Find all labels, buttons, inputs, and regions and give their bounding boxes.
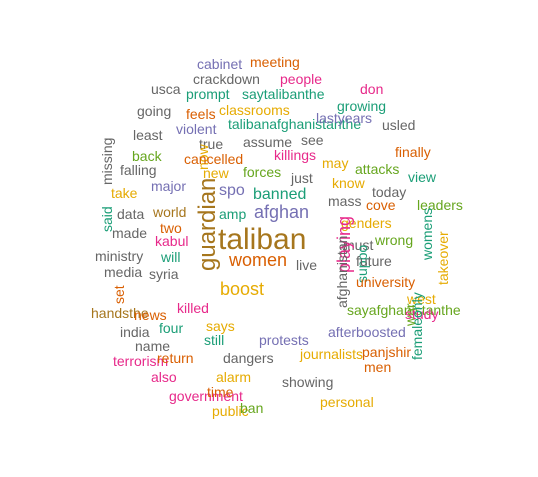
word-future: future (356, 253, 392, 269)
word-handsthe: handsthe (91, 305, 149, 321)
word-assume: assume (243, 134, 293, 150)
word-protests: protests (259, 332, 309, 348)
word-study: study (405, 306, 439, 322)
word-sayafghanistanthe: sayafghanistanthe (347, 302, 461, 318)
word-alarm: alarm (216, 369, 252, 385)
word-syria: syria (149, 266, 179, 282)
word-cabinet: cabinet (197, 56, 243, 72)
word-news: news (134, 307, 167, 323)
word-panjshir: panjshir (362, 344, 412, 360)
word-may: may (322, 155, 349, 171)
word-womens: womens (419, 207, 435, 260)
word-genders: genders (341, 215, 392, 231)
word-finally: finally (395, 144, 431, 160)
word-says: says (206, 318, 235, 334)
word-university: university (356, 274, 416, 290)
word-live: live (296, 257, 318, 273)
word-killed: killed (177, 300, 209, 316)
word-men: men (364, 359, 392, 375)
word-boost: boost (220, 279, 265, 299)
word-terrorism: terrorism (113, 353, 169, 369)
word-back: back (132, 148, 162, 164)
word-ministry: ministry (95, 248, 144, 264)
word-dangers: dangers (223, 350, 274, 366)
word-today: today (372, 184, 407, 200)
word-west: west (407, 291, 436, 307)
word-missing: missing (99, 137, 115, 185)
word-data: data (117, 206, 145, 222)
word-femaleonly: femaleonly (409, 292, 425, 360)
word-return: return (157, 350, 194, 366)
word-banned: banned (253, 186, 307, 203)
word-talibanafghanistanthe: talibanafghanistanthe (228, 116, 362, 132)
word-journalists: journalists (300, 346, 364, 362)
word-don: don (360, 81, 384, 97)
word-amp: amp (219, 206, 247, 222)
word-name: name (135, 338, 171, 354)
word-people: people (280, 71, 323, 87)
word-going: going (137, 103, 172, 119)
word-view: view (408, 169, 437, 185)
word-leaders: leaders (417, 197, 463, 213)
word-must: must (343, 237, 374, 253)
word-just: just (291, 170, 313, 186)
word-kabul: kabul (155, 233, 189, 249)
word-four: four (159, 320, 184, 336)
word-feels: feels (186, 106, 216, 122)
word-two: two (160, 220, 182, 236)
word-falling: falling (120, 162, 157, 178)
word-mass: mass (328, 193, 362, 209)
word-time: time (207, 384, 234, 400)
word-cove: cove (366, 197, 396, 213)
word-cancelled: cancelled (184, 151, 244, 167)
word-personal: personal (320, 394, 374, 410)
word-prompt: prompt (186, 86, 230, 102)
word-ban: ban (240, 400, 264, 416)
word-true: true (199, 136, 224, 152)
word-women: women (229, 250, 288, 270)
word-saytalibanthe: saytalibanthe (242, 86, 325, 102)
word-killings: killings (274, 147, 317, 163)
word-crackdown: crackdown (193, 71, 260, 87)
word-meeting: meeting (250, 54, 300, 70)
word-media: media (104, 264, 143, 280)
word-usled: usled (382, 117, 416, 133)
word-world: world (153, 204, 187, 220)
word-guardian: guardian (194, 177, 221, 271)
word-take: take (111, 185, 138, 201)
word-new: new (203, 165, 229, 181)
word-made: made (112, 225, 148, 241)
word-afghan: afghan (254, 202, 310, 222)
word-showing: showing (282, 374, 334, 390)
word-will: will (161, 249, 181, 265)
word-spo: spo (219, 182, 245, 199)
word-government: government (169, 388, 243, 404)
word-see: see (301, 132, 324, 148)
word-know: know (332, 175, 365, 191)
word-growing: growing (337, 98, 387, 114)
word-least: least (133, 127, 163, 143)
word-taliban: taliban (218, 223, 307, 256)
word-set: set (111, 285, 127, 304)
word-violent: violent (176, 121, 217, 137)
word-afghanistan: afghanistan (334, 235, 350, 308)
word-usca: usca (151, 81, 181, 97)
word-also: also (151, 369, 177, 385)
word-attacks: attacks (355, 161, 400, 177)
word-wrong: wrong (375, 232, 414, 248)
word-takeover: takeover (435, 231, 451, 285)
word-afterboosted: afterboosted (328, 324, 406, 340)
word-major: major (151, 178, 187, 194)
word-lastyears: lastyears (316, 110, 373, 126)
word-public: public (212, 403, 249, 419)
word-india: india (120, 324, 150, 340)
word-classrooms: classrooms (219, 102, 290, 118)
word-still: still (204, 332, 225, 348)
word-forces: forces (243, 164, 282, 180)
